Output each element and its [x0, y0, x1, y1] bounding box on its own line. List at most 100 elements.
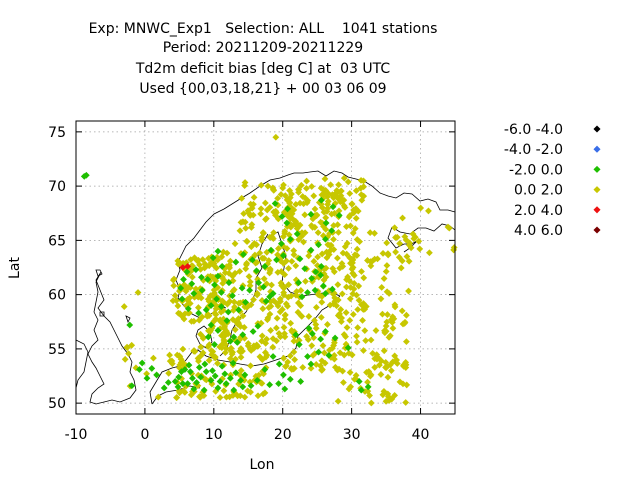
station-point [211, 372, 219, 380]
station-point-0-2 [330, 235, 337, 243]
station-point-0-2 [357, 177, 365, 184]
station-point-0-2 [226, 393, 234, 401]
station-point-0-2 [330, 351, 338, 359]
station-point [322, 235, 329, 243]
station-point-0-2 [384, 373, 392, 381]
station-point-0-2 [341, 243, 349, 251]
station-point-0-2 [346, 369, 354, 376]
y-tick-label: 60 [48, 288, 66, 304]
station-point [160, 384, 168, 392]
station-point [307, 360, 315, 368]
station-point-0-2 [258, 337, 266, 345]
station-point [189, 374, 196, 382]
x-tick-label: 30 [343, 427, 361, 443]
station-point-0-2 [296, 199, 304, 207]
station-point [229, 359, 237, 367]
station-point [230, 386, 238, 394]
station-point-0-2 [353, 338, 361, 346]
station-point-0-2 [374, 255, 381, 263]
station-point [177, 284, 185, 292]
station-point [178, 295, 186, 303]
station-point-0-2 [234, 320, 242, 328]
station-point-0-2 [350, 280, 358, 287]
station-point [136, 366, 143, 373]
station-point [222, 380, 230, 388]
station-point [224, 308, 232, 316]
station-point-0-2 [281, 333, 289, 341]
station-point-0-2 [190, 317, 198, 325]
station-points [80, 133, 458, 407]
station-point-0-2 [396, 240, 404, 247]
station-point-0-2 [361, 305, 369, 313]
station-point [325, 352, 333, 359]
station-point-0-2 [392, 248, 399, 256]
station-point [315, 348, 322, 356]
station-point [277, 240, 285, 248]
station-point [295, 341, 303, 348]
station-point-0-2 [222, 345, 230, 352]
station-point-0-2 [383, 239, 391, 247]
station-point-0-2 [242, 265, 250, 273]
station-point-0-2 [354, 324, 362, 331]
station-point-0-2 [317, 184, 325, 192]
station-point [200, 386, 208, 394]
legend-label: -2.0 0.0 [509, 162, 563, 178]
station-point-0-2 [172, 297, 180, 304]
station-point-0-2 [398, 257, 406, 265]
station-point [128, 382, 136, 390]
station-point [204, 276, 212, 283]
station-point-0-2 [231, 240, 239, 248]
ireland-coast [75, 339, 89, 389]
station-point-0-2 [384, 311, 391, 318]
station-point-0-2 [354, 306, 362, 313]
station-point [175, 373, 183, 381]
station-point-0-2 [343, 283, 350, 291]
station-point [317, 335, 325, 343]
station-point-0-2 [125, 350, 133, 358]
station-point [204, 333, 212, 341]
station-point-0-2 [358, 268, 365, 275]
station-point-0-2 [241, 179, 249, 186]
station-point-0-2 [367, 336, 375, 344]
station-point [233, 338, 241, 346]
station-point-0-2 [346, 190, 354, 197]
x-tick-label: 10 [205, 427, 223, 443]
station-point-0-2 [335, 181, 342, 189]
station-point-0-2 [237, 353, 245, 361]
station-point-0-2 [275, 245, 282, 252]
station-point-0-2 [328, 210, 336, 218]
station-point [192, 266, 200, 274]
station-point-0-2 [281, 227, 289, 235]
station-point-0-2 [397, 264, 405, 272]
station-point-0-2 [204, 343, 212, 351]
x-tick-label: -10 [65, 427, 88, 443]
station-point [195, 363, 203, 371]
station-point-0-2 [382, 268, 390, 275]
station-point [225, 279, 233, 287]
station-point-0-2 [349, 229, 357, 237]
station-point [138, 359, 146, 367]
legend-marker [593, 226, 601, 234]
station-point-0-2 [223, 249, 231, 257]
station-point [207, 321, 215, 329]
station-point-0-2 [280, 283, 288, 291]
station-point-0-2 [346, 295, 354, 303]
station-point-0-2 [280, 291, 288, 299]
station-point-0-2 [221, 269, 229, 277]
station-point [188, 280, 196, 288]
station-point-0-2 [254, 392, 262, 400]
station-point [218, 289, 225, 296]
station-point [254, 322, 262, 330]
y-tick-labels: 50 55 60 65 70 75 [48, 125, 455, 412]
station-point-0-2 [269, 343, 277, 351]
station-point-0-2 [350, 271, 358, 279]
station-point-0-2 [173, 394, 180, 402]
station-point-0-2 [197, 352, 205, 360]
station-point [297, 378, 305, 385]
legend-label: 2.0 4.0 [514, 203, 563, 219]
station-point [230, 333, 238, 341]
station-point [284, 205, 291, 213]
station-point-0-2 [402, 399, 410, 406]
station-point-0-2 [342, 333, 349, 340]
